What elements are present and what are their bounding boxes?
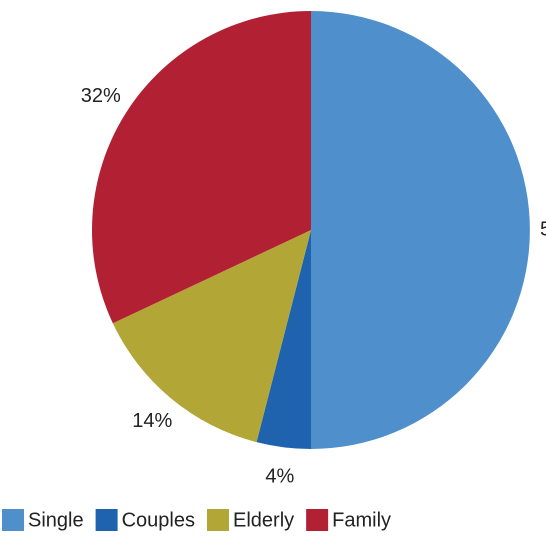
legend-label: Couples	[122, 509, 195, 531]
legend-swatch	[207, 509, 229, 531]
legend-label: Family	[332, 509, 391, 531]
pie-slice	[112, 230, 312, 443]
pie-slice	[91, 11, 311, 324]
legend-swatch	[306, 509, 329, 531]
legend-label: Single	[28, 509, 84, 531]
data-label: 4%	[265, 465, 294, 487]
legend-swatch	[2, 509, 24, 531]
legend-swatch	[95, 509, 118, 531]
pie-slice	[256, 230, 311, 449]
pie-slice	[311, 11, 530, 449]
data-label: 32%	[81, 85, 121, 107]
data-label: 50%	[540, 218, 546, 240]
data-label: 14%	[132, 410, 172, 432]
legend-label: Elderly	[233, 509, 294, 531]
